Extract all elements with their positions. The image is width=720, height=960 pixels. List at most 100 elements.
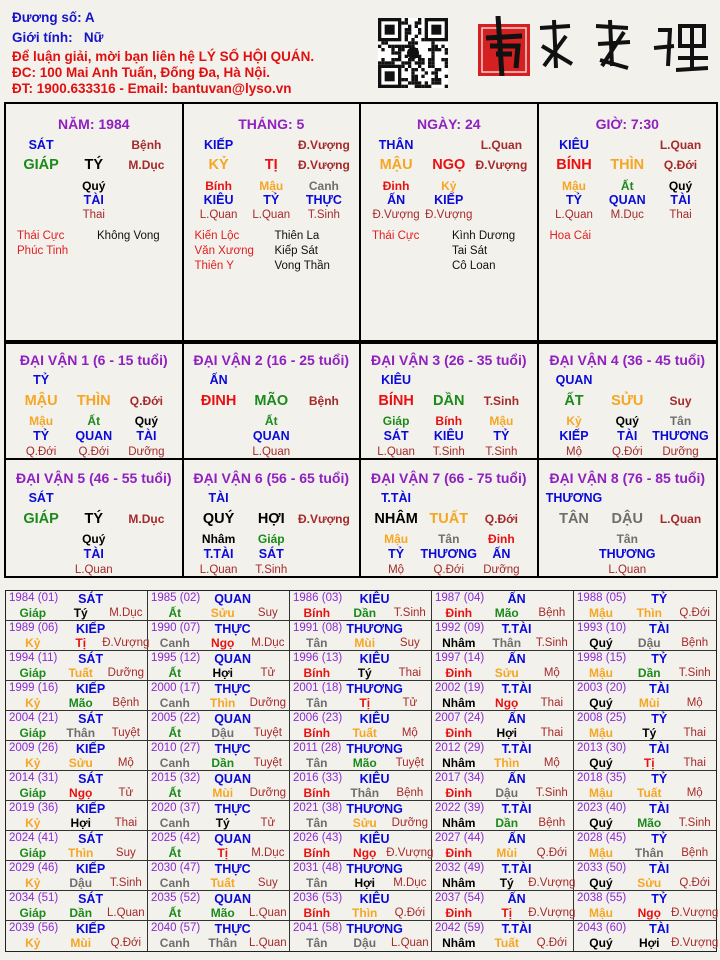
- hidden-stage: M.Dục: [610, 209, 644, 221]
- ten-god: QUAN: [214, 592, 251, 606]
- heavenly-stem: Bính: [303, 666, 331, 680]
- earthly-branch: Tuất: [210, 876, 235, 890]
- auspicious-star: Văn Xương: [194, 245, 254, 257]
- stage-top: Đ.Vượng: [297, 138, 350, 152]
- hidden-stage: Dưỡng: [483, 564, 520, 576]
- contact-line: Để luận giải, mời bạn liên hệ LÝ SỐ HỘI …: [12, 49, 315, 64]
- annual-cell: 2025 (42) QUAN Ất Tị M.Dục: [148, 831, 290, 861]
- hidden-stage: Dưỡng: [662, 446, 699, 458]
- life-stage: L.Quan: [659, 512, 702, 526]
- auspicious-star: Thiên Y: [194, 260, 234, 272]
- annual-cell: 2022 (39) T.TÀI Nhâm Dần Bệnh: [432, 801, 574, 831]
- year-age-label: 1993 (10): [577, 622, 627, 634]
- annual-cell: 1992 (09) T.TÀI Nhâm Thân T.Sinh: [432, 621, 574, 651]
- year-age-label: 2034 (51): [9, 892, 59, 904]
- hidden-stage: L.Quan: [608, 564, 647, 576]
- year-age-label: 2004 (21): [9, 712, 59, 724]
- heavenly-stem: Quý: [589, 816, 613, 830]
- heavenly-stem: GIÁP: [23, 511, 59, 527]
- ten-god: ẤN: [507, 712, 526, 726]
- earthly-branch: DẬU: [611, 511, 643, 527]
- annual-cell: 1984 (01) SÁT Giáp Tý M.Dục: [6, 591, 148, 621]
- inauspicious-star: Tai Sát: [452, 245, 488, 257]
- year-age-label: 2036 (53): [293, 892, 343, 904]
- hidden-stage: Dưỡng: [128, 446, 165, 458]
- hidden-ten-god: T.TÀI: [203, 547, 234, 561]
- ten-god: TỶ: [651, 772, 668, 786]
- heavenly-stem: BÍNH: [378, 393, 414, 409]
- pillar-column: NGÀY: 24 THÂN L.Quan MẬU NGỌ Đ.Vượng Đinh ẤN Đ.V…: [361, 104, 539, 342]
- life-stage: Q.Đới: [536, 937, 568, 949]
- earthly-branch: Hợi: [70, 816, 91, 830]
- hidden-stage: L.Quan: [199, 209, 238, 221]
- year-age-label: 1987 (04): [435, 592, 485, 604]
- annual-cell: 1999 (16) KIẾP Kỷ Mão Bệnh: [6, 681, 148, 711]
- auspicious-star: Kiến Lộc: [194, 230, 240, 242]
- hidden-stem: Mậu: [259, 179, 284, 193]
- life-stage: Bệnh: [538, 607, 566, 619]
- year-age-label: 1984 (01): [9, 592, 59, 604]
- year-age-label: 2005 (22): [151, 712, 201, 724]
- life-stage: Q.Đới: [663, 158, 698, 172]
- earthly-branch: Mão: [210, 906, 235, 920]
- life-stage: Mộ: [686, 787, 703, 799]
- year-age-label: 2037 (54): [435, 892, 485, 904]
- earthly-branch: Dậu: [637, 636, 661, 650]
- earthly-branch: Tuất: [637, 786, 662, 800]
- life-stage: Thai: [540, 727, 564, 739]
- year-age-label: 1998 (15): [577, 652, 627, 664]
- ten-god: QUAN: [214, 652, 251, 666]
- year-age-label: 2001 (18): [293, 682, 343, 694]
- hidden-ten-god: SÁT: [383, 429, 409, 443]
- heavenly-stem: Ất: [168, 666, 182, 680]
- heavenly-stem: Giáp: [19, 666, 47, 680]
- year-age-label: 2011 (28): [293, 742, 342, 754]
- earthly-branch: Tị: [359, 696, 371, 710]
- life-stage: Đ.Vượng: [528, 907, 576, 919]
- life-stage: Tử: [260, 817, 276, 829]
- annual-cell: 1990 (07) THỰC Canh Ngọ M.Dục: [148, 621, 290, 651]
- life-stage: T.Sinh: [535, 787, 568, 799]
- life-stage: Dưỡng: [249, 787, 287, 799]
- year-age-label: 2019 (36): [9, 802, 59, 814]
- year-age-label: 2042 (59): [435, 922, 485, 934]
- ten-god: QUAN: [214, 892, 251, 906]
- year-age-label: 2009 (26): [9, 742, 59, 754]
- year-age-label: 2008 (25): [577, 712, 627, 724]
- hidden-stage: Q.Đới: [25, 446, 57, 458]
- life-stage: Dưỡng: [107, 667, 145, 679]
- hidden-stage: T.Sinh: [432, 446, 465, 458]
- life-stage: Bệnh: [538, 817, 566, 829]
- ten-god: SÁT: [78, 652, 104, 666]
- hidden-stem: Mậu: [489, 414, 514, 428]
- hidden-stem: Ất: [620, 179, 634, 193]
- earthly-branch: Sửu: [68, 756, 93, 770]
- pillar-title: ĐẠI VẬN 5 (46 - 55 tuổi): [15, 470, 172, 486]
- ten-god: KIÊU: [359, 652, 390, 666]
- logo-seal: [478, 16, 709, 76]
- life-stage: Q.Đới: [679, 607, 710, 619]
- life-stage: Mộ: [543, 757, 560, 769]
- phone-email-line: ĐT: 1900.633316 - Email: bantuvan@lyso.v…: [12, 81, 292, 96]
- life-stage: Đ.Vượng: [102, 637, 150, 649]
- life-stage: Tuyệt: [111, 727, 141, 739]
- hidden-stage: Mộ: [388, 564, 405, 576]
- pillar-title: ĐẠI VẬN 3 (26 - 35 tuổi): [370, 352, 527, 368]
- ten-god: SÁT: [78, 712, 104, 726]
- heavenly-stem: Đinh: [445, 786, 473, 800]
- ten-god: T.TÀI: [501, 622, 532, 636]
- heavenly-stem: Đinh: [445, 666, 473, 680]
- life-stage: Dưỡng: [249, 697, 287, 709]
- annual-cell: 2018 (35) TỶ Mậu Tuất Mộ: [574, 771, 716, 801]
- heavenly-stem: ĐINH: [200, 393, 237, 409]
- hidden-stem: Quý: [615, 414, 639, 428]
- annual-cell: 1989 (06) KIẾP Kỷ Tị Đ.Vượng: [6, 621, 150, 651]
- life-stage: Tử: [260, 667, 276, 679]
- life-stage: Mộ: [543, 667, 560, 679]
- annual-cell: 2002 (19) T.TÀI Nhâm Ngọ Thai: [432, 681, 574, 711]
- year-age-label: 1997 (14): [435, 652, 485, 664]
- annual-cell: 2004 (21) SÁT Giáp Thân Tuyệt: [6, 711, 148, 741]
- hidden-stage: T.Sinh: [485, 446, 518, 458]
- hidden-stage: Mộ: [566, 446, 582, 458]
- earthly-branch: Sửu: [352, 816, 377, 830]
